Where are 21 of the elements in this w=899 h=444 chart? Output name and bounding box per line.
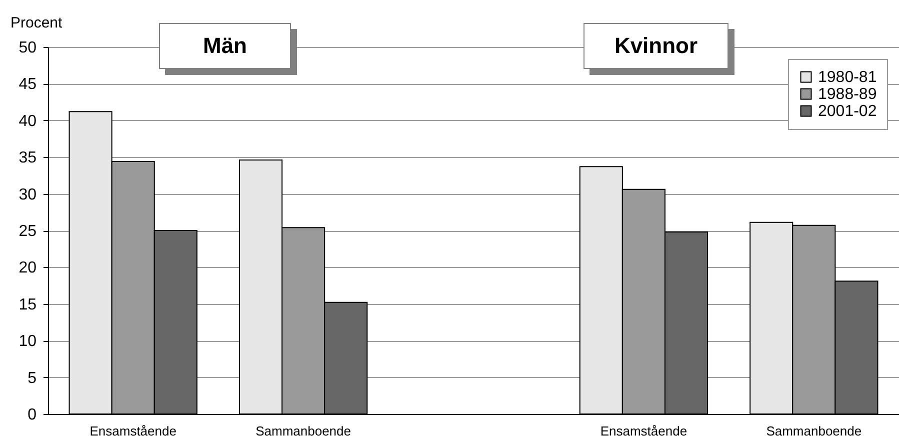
y-tick-label: 50	[18, 40, 37, 56]
y-tick-label: 5	[28, 370, 37, 387]
y-tick-label: 15	[18, 296, 37, 314]
y-axis-title: Procent	[10, 14, 64, 32]
y-tick-label: 25	[18, 223, 37, 240]
y-tick-label: 35	[18, 150, 37, 167]
y-tick-label: 20	[18, 260, 37, 277]
x-tick-label: Sammanboende	[256, 424, 352, 438]
annotation: Män	[203, 32, 247, 60]
y-tick-label: 40	[18, 112, 37, 130]
x-tick-label: Ensamstående	[90, 424, 176, 438]
x-tick-label: Sammanboende	[766, 424, 862, 438]
y-tick-label: 30	[18, 186, 37, 204]
y-tick-label: 0	[28, 406, 37, 424]
y-tick-label: 10	[18, 333, 37, 350]
annotation: Kvinnor	[614, 32, 698, 60]
y-tick-label: 45	[18, 76, 37, 94]
legend-label: 2001-02	[818, 103, 877, 120]
x-tick-label: Ensamstående	[600, 424, 688, 438]
legend-label: 1980-81	[818, 69, 877, 86]
legend-label: 1988-89	[818, 86, 877, 103]
